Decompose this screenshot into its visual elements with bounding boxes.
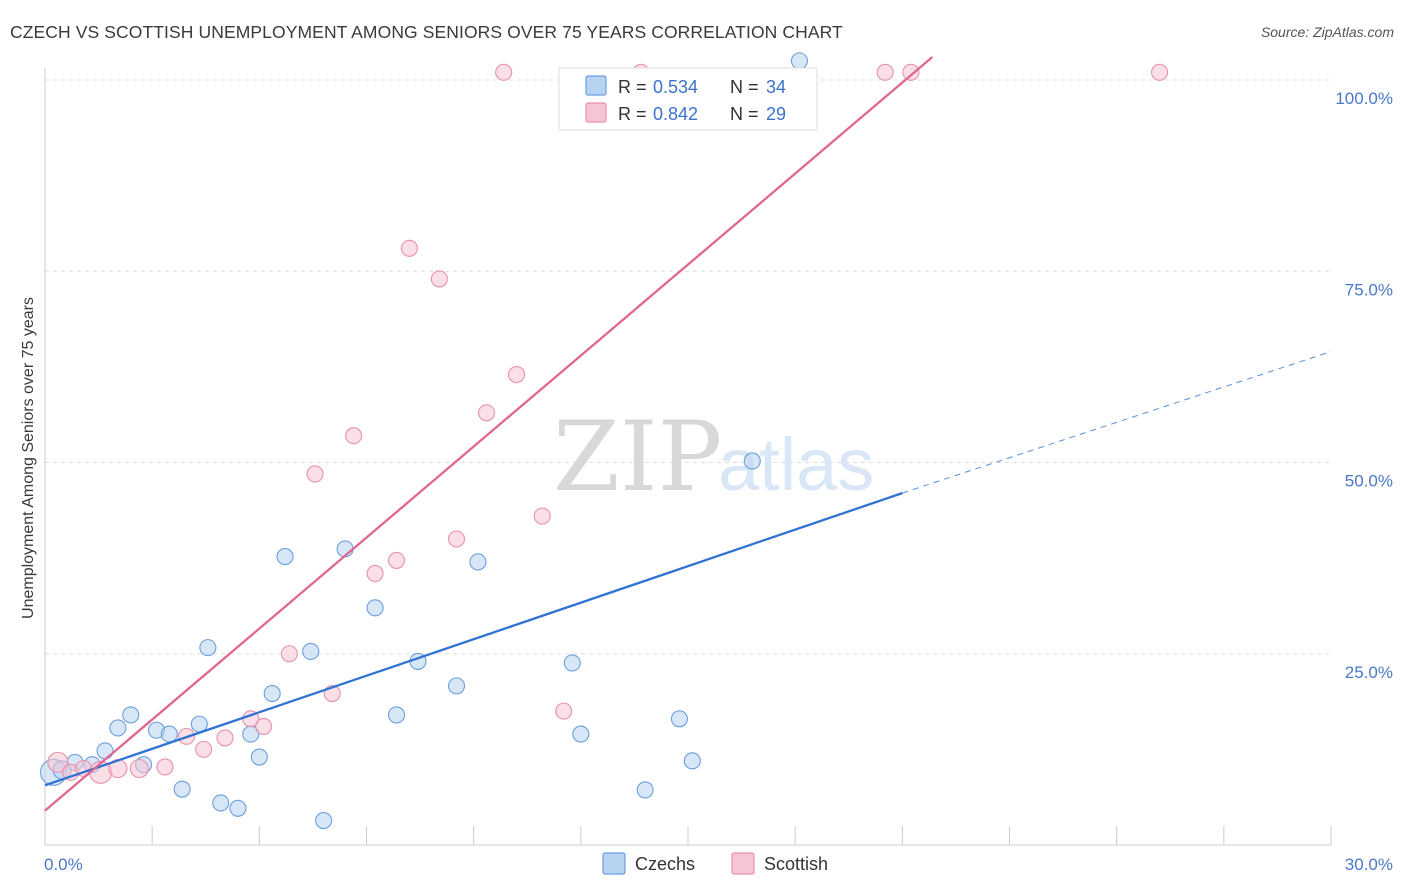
czech-point	[173, 780, 191, 798]
y-tick-label: 75.0%	[1345, 280, 1393, 299]
y-tick-labels: 25.0% 50.0% 75.0% 100.0%	[1335, 89, 1393, 682]
czech-point	[122, 706, 140, 724]
scottish-point	[1150, 63, 1169, 81]
scottish-point	[129, 758, 149, 779]
watermark-atlas: atlas	[718, 423, 874, 506]
scottish-point	[306, 465, 324, 483]
scottish-point	[477, 404, 496, 422]
x-tick-label-max: 30.0%	[1345, 855, 1393, 874]
czech-point	[790, 52, 809, 70]
x-tick-label-min: 0.0%	[44, 855, 83, 874]
y-axis-title: Unemployment Among Seniors over 75 years	[20, 297, 37, 619]
scottish-point	[156, 758, 174, 776]
correlation-legend: R = 0.534 N = 34 R = 0.842 N = 29	[558, 67, 818, 131]
scottish-point	[280, 645, 298, 663]
chart-title: CZECH VS SCOTTISH UNEMPLOYMENT AMONG SEN…	[10, 22, 843, 42]
y-tick-label: 50.0%	[1345, 472, 1393, 491]
czech-point	[366, 599, 384, 617]
czech-point	[315, 811, 333, 830]
source-credit: Source: ZipAtlas.com	[1260, 24, 1394, 40]
bottom-legend-label-scottish: Scottish	[764, 854, 828, 874]
legend-r-value-czechs: 0.534	[653, 77, 698, 97]
czech-point	[563, 654, 581, 672]
czech-point	[636, 781, 654, 799]
x-tick-labels: 0.0% 30.0%	[44, 855, 1393, 874]
legend-n-label-scottish: N =	[730, 104, 759, 124]
scottish-point	[507, 365, 526, 384]
scottish-trend-line	[44, 56, 934, 812]
czech-trend-extension	[902, 351, 1332, 494]
czech-point	[160, 725, 178, 743]
scottish-point	[47, 751, 69, 773]
czech-point	[572, 725, 590, 743]
legend-swatch-scottish	[585, 102, 607, 123]
scottish-point	[902, 63, 920, 81]
scottish-point	[533, 507, 551, 525]
czech-point	[276, 548, 294, 566]
scottish-point	[447, 530, 466, 548]
czech-point	[387, 706, 406, 724]
y-tick-label: 100.0%	[1335, 89, 1393, 108]
legend-swatch-czechs	[585, 75, 607, 96]
czech-point	[229, 799, 247, 817]
czech-point	[447, 677, 466, 695]
czech-trend-line	[44, 492, 903, 787]
scottish-point	[387, 551, 406, 569]
series-legend: Czechs Scottish	[602, 852, 828, 875]
watermark-zip: ZIP	[553, 401, 722, 513]
legend-r-value-scottish: 0.842	[653, 104, 698, 124]
scottish-point	[495, 63, 513, 81]
legend-r-label-czechs: R =	[618, 77, 647, 97]
czech-point	[199, 639, 217, 657]
scottish-points	[47, 63, 1169, 784]
scottish-point	[216, 729, 234, 747]
czech-point	[212, 794, 230, 812]
czech-point	[469, 553, 487, 571]
czech-point	[302, 642, 320, 661]
scottish-point	[876, 63, 894, 81]
y-tick-label: 25.0%	[1345, 663, 1393, 682]
scottish-point	[366, 564, 384, 582]
bottom-legend-swatch-scottish	[731, 852, 755, 875]
watermark: ZIP atlas	[553, 401, 874, 513]
czech-point	[109, 719, 127, 737]
czech-point	[250, 748, 268, 766]
czech-point	[743, 452, 761, 470]
czech-point	[96, 742, 114, 760]
axes	[44, 68, 1332, 846]
scottish-point	[195, 740, 213, 758]
bottom-legend-label-czechs: Czechs	[635, 854, 695, 874]
czech-point	[263, 684, 281, 703]
czech-point	[670, 710, 688, 728]
scottish-point	[555, 702, 573, 720]
scottish-point	[255, 717, 273, 735]
czech-point	[683, 752, 701, 770]
legend-r-label-scottish: R =	[618, 104, 647, 124]
bottom-legend-swatch-czechs	[602, 852, 626, 875]
legend-n-value-scottish: 29	[766, 104, 786, 124]
grid-lines	[45, 79, 1331, 655]
trend-lines	[44, 56, 1332, 812]
legend-n-value-czechs: 34	[766, 77, 786, 97]
scottish-point	[400, 239, 418, 257]
scottish-point	[345, 427, 363, 445]
scottish-point	[430, 270, 448, 288]
legend-n-label-czechs: N =	[730, 77, 759, 97]
